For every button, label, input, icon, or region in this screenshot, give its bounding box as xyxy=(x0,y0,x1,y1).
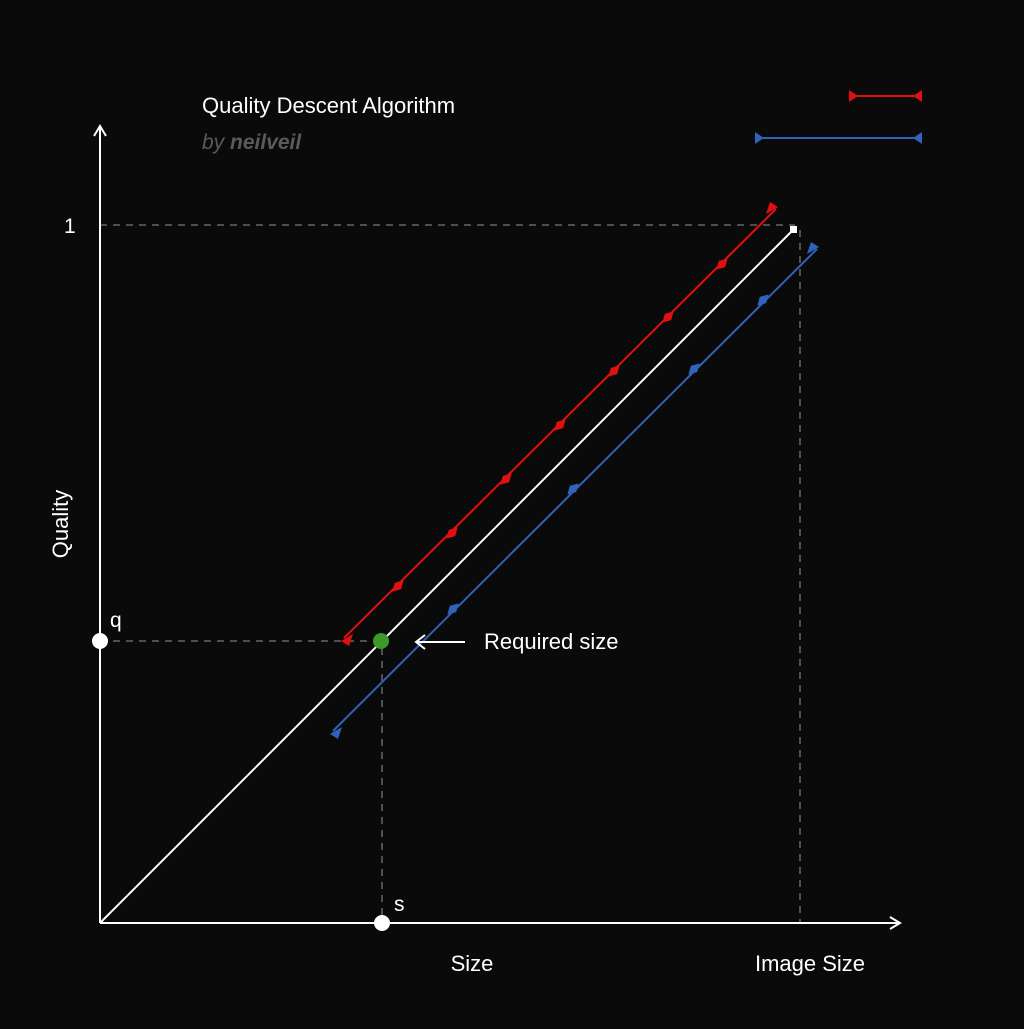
red-path-end-arrow xyxy=(766,202,778,214)
red-path-marker xyxy=(608,365,620,377)
axes xyxy=(93,124,902,930)
red-path-marker xyxy=(554,419,566,431)
blue-path-markers xyxy=(447,294,769,615)
byline: by neilveil xyxy=(202,131,302,154)
y-axis-arrow xyxy=(93,124,107,137)
red-path-marker xyxy=(500,473,512,485)
x-axis-end-label: Image Size xyxy=(755,951,865,976)
s-label: s xyxy=(394,893,405,916)
byline-author: neilveil xyxy=(230,131,302,154)
red-path-marker xyxy=(716,258,728,270)
required-size-arrow-head xyxy=(414,634,426,650)
red-path-marker xyxy=(446,527,458,539)
blue-path xyxy=(330,242,819,739)
required-size-label: Required size xyxy=(484,629,619,654)
diagonal-line xyxy=(99,228,795,924)
legend-blue-arrow-left xyxy=(755,132,764,144)
diagram-title: Quality Descent Algorithm xyxy=(202,93,455,118)
red-path-marker xyxy=(392,580,404,592)
blue-path-marker xyxy=(567,483,579,495)
guide-lines xyxy=(100,224,801,922)
y-top-label: 1 xyxy=(64,215,76,238)
blue-path-end-arrow xyxy=(807,242,819,254)
legend-red-arrow-left xyxy=(849,90,858,102)
red-path xyxy=(341,202,778,646)
q-point xyxy=(92,633,108,649)
x-axis-label: Size xyxy=(451,951,494,976)
blue-path-marker xyxy=(447,603,459,615)
legend-blue-arrow-right xyxy=(913,132,922,144)
required-size-point xyxy=(373,633,389,649)
blue-path-marker xyxy=(688,363,700,375)
blue-path-marker xyxy=(757,294,769,306)
blue-path-start-arrow xyxy=(330,727,342,739)
s-point xyxy=(374,915,390,931)
y-axis-label: Quality xyxy=(48,490,73,558)
x-axis-arrow xyxy=(889,916,902,930)
red-path-start-arrow xyxy=(341,634,353,646)
q-label: q xyxy=(110,609,122,632)
diagonal-end-marker xyxy=(790,226,797,233)
required-size-arrow xyxy=(414,634,465,650)
legend xyxy=(755,90,922,144)
red-path-marker xyxy=(662,311,674,323)
byline-prefix: by xyxy=(202,131,230,154)
red-path-markers xyxy=(392,258,728,592)
legend-red-arrow-right xyxy=(913,90,922,102)
